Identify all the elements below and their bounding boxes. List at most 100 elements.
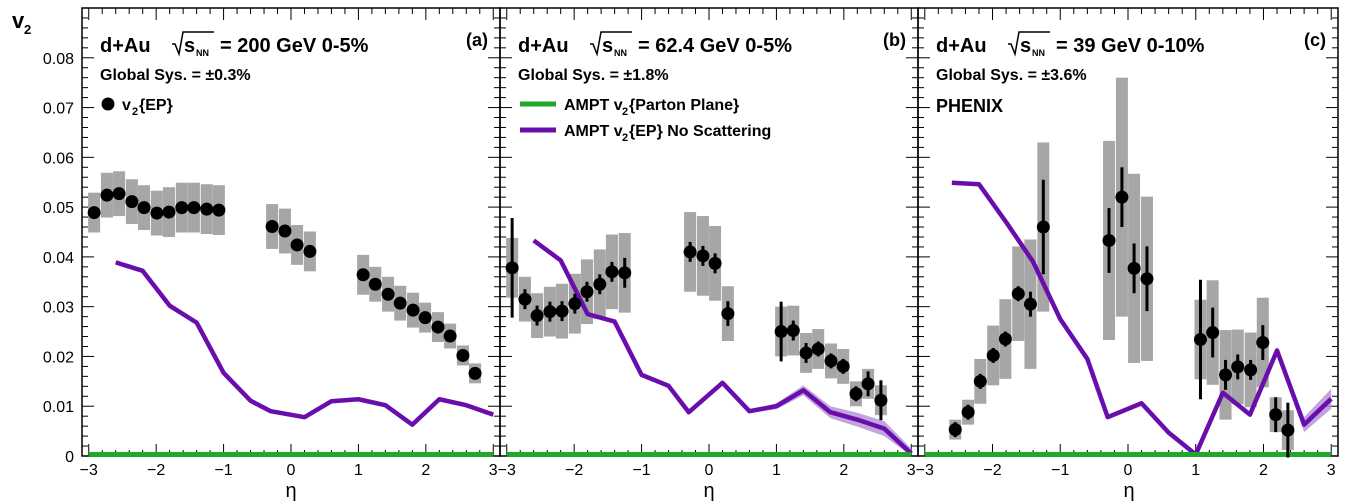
data-point (605, 265, 619, 279)
y-tick-label: 0.02 (43, 349, 74, 366)
panels: −3 −2 −1 0 1 2 3 0.01 0.02 0.03 0.04 0.05 0.06 0.07 0.… (43, 7, 1339, 479)
x-tick-label: −2 (565, 462, 583, 479)
panel-title: d+Au s NN = 200 GeV 0-5% (100, 31, 369, 58)
title-sqrt-sub: NN (196, 48, 209, 58)
data-point (1219, 368, 1233, 382)
x-tick-label: −2 (147, 462, 165, 479)
data-point (1206, 326, 1220, 340)
title-sqrt-var: s (602, 35, 613, 57)
x-axis-title-a: η (285, 480, 296, 502)
global-sys-text: Global Sys. = ±1.8% (518, 67, 669, 84)
data-point (849, 387, 863, 401)
experiment-label: PHENIX (936, 96, 1003, 116)
sqrt-sign (590, 31, 632, 57)
x-tick-label: 3 (1327, 462, 1336, 479)
panel-b: −3 −2 −1 0 1 2 3 d+Au s NN = 62.4 GeV 0-5% (b) Globa… (498, 7, 919, 479)
data-point (278, 224, 292, 238)
title-energy: = 62.4 GeV 0-5% (638, 35, 792, 57)
title-system: d+Au (936, 35, 987, 57)
x-tick-label: 3 (489, 462, 498, 479)
data-point (303, 244, 317, 258)
legend-label-sub: 2 (132, 106, 138, 118)
data-point (836, 359, 850, 373)
data-point (212, 203, 226, 217)
title-energy: = 39 GeV 0-10% (1056, 35, 1205, 57)
x-tick-label: 1 (354, 462, 363, 479)
data-point (356, 268, 370, 282)
global-sys-text: Global Sys. = ±0.3% (100, 67, 251, 84)
legend-label-rest: {Parton Plane} (629, 97, 739, 114)
data-point (1011, 287, 1025, 301)
data-point (973, 374, 987, 388)
x-tick-label: 2 (839, 462, 848, 479)
data-point (1102, 233, 1116, 247)
title-sqrt-var: s (184, 35, 195, 57)
data-point (861, 377, 875, 391)
legend-marker (101, 97, 115, 111)
data-point (1281, 423, 1295, 437)
data-point (290, 238, 304, 252)
y-tick-label: 0.08 (43, 51, 74, 68)
data-point (1256, 336, 1270, 350)
panel-title: d+Au s NN = 62.4 GeV 0-5% (518, 31, 792, 58)
data-point (443, 329, 457, 343)
legend-label: v (122, 97, 131, 114)
y-axis-title: v 2 (12, 8, 31, 37)
y-axis-title-sub: 2 (24, 22, 31, 37)
title-sqrt-sub: NN (1032, 48, 1045, 58)
data-point (175, 201, 189, 215)
data-point (1244, 363, 1258, 377)
data-point (811, 342, 825, 356)
x-tick-label: 2 (1259, 462, 1268, 479)
no-scattering-curve (115, 260, 495, 427)
data-point (998, 332, 1012, 346)
data-point (150, 206, 164, 220)
data-point (456, 348, 470, 362)
data-point (1231, 360, 1245, 374)
data-point (824, 354, 838, 368)
data-point (1036, 220, 1050, 234)
data-point (112, 187, 126, 201)
x-tick-label: −3 (916, 462, 934, 479)
data-point (418, 311, 432, 325)
y-tick-label: 0.03 (43, 300, 74, 317)
data-point (580, 285, 594, 299)
x-tick-label: 1 (1191, 462, 1200, 479)
data-point (381, 287, 395, 301)
data-point (948, 423, 962, 437)
data-point (87, 206, 101, 220)
panel-title: d+Au s NN = 39 GeV 0-10% (936, 31, 1205, 58)
x-tick-label: −3 (498, 462, 516, 479)
data-point (555, 304, 569, 318)
data-point (431, 320, 445, 334)
data-point (100, 188, 114, 202)
panel-tag: (b) (883, 30, 906, 50)
data-point (1193, 333, 1207, 347)
data-point (187, 201, 201, 215)
x-tick-label: 2 (421, 462, 430, 479)
data-point (1269, 408, 1283, 422)
title-energy: = 200 GeV 0-5% (220, 35, 369, 57)
no-scattering-curve (951, 180, 1333, 457)
y-tick-label: 0.04 (43, 250, 74, 267)
data-point (125, 195, 139, 209)
data-point (1115, 190, 1129, 204)
x-tick-label: −2 (983, 462, 1001, 479)
y-tick-label: 0.01 (43, 399, 74, 416)
data-point (137, 201, 151, 215)
data-point (530, 309, 544, 323)
x-tick-label: 1 (772, 462, 781, 479)
data-point (1127, 261, 1141, 275)
data-point (683, 245, 697, 259)
data-point (874, 393, 888, 407)
data-point (468, 366, 482, 380)
title-sqrt-sub: NN (614, 48, 627, 58)
data-point (696, 249, 710, 263)
data-point (618, 266, 632, 280)
sqrt-sign (172, 31, 214, 57)
x-tick-label: 0 (705, 462, 714, 479)
x-tick-label: −1 (1051, 462, 1069, 479)
x-axis-title-c: η (1123, 480, 1134, 502)
data-point (961, 405, 975, 419)
